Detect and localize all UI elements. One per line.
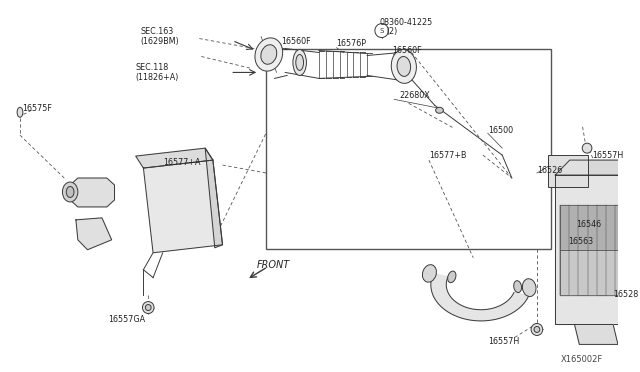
- Ellipse shape: [261, 45, 276, 64]
- Ellipse shape: [296, 54, 303, 70]
- Text: 16576P: 16576P: [336, 39, 366, 48]
- Text: 16500: 16500: [488, 126, 513, 135]
- Text: 16577+A: 16577+A: [163, 158, 200, 167]
- Text: 22680X: 22680X: [399, 91, 429, 100]
- Ellipse shape: [255, 38, 283, 71]
- Ellipse shape: [67, 186, 74, 198]
- Text: 16528: 16528: [613, 290, 638, 299]
- Polygon shape: [624, 205, 634, 295]
- Text: X165002F: X165002F: [561, 355, 604, 364]
- Text: 16577+B: 16577+B: [429, 151, 467, 160]
- Ellipse shape: [391, 49, 417, 83]
- Bar: [266, 49, 551, 249]
- Text: 16546: 16546: [577, 220, 602, 230]
- Bar: [560, 250, 640, 295]
- Polygon shape: [560, 205, 569, 295]
- Text: 16557H: 16557H: [488, 337, 519, 346]
- Text: 16560F: 16560F: [282, 37, 311, 46]
- Text: FRONT: FRONT: [256, 260, 289, 270]
- Ellipse shape: [422, 264, 436, 282]
- Text: (2): (2): [387, 27, 397, 36]
- Ellipse shape: [531, 324, 543, 336]
- Text: 16557H: 16557H: [592, 151, 623, 160]
- Ellipse shape: [17, 107, 23, 117]
- Ellipse shape: [582, 143, 592, 153]
- Ellipse shape: [293, 49, 307, 76]
- Text: S: S: [380, 28, 384, 33]
- Ellipse shape: [397, 57, 411, 76]
- Bar: [548, 155, 588, 187]
- Polygon shape: [634, 205, 640, 295]
- Ellipse shape: [534, 327, 540, 333]
- Polygon shape: [575, 324, 618, 344]
- Text: 16526: 16526: [537, 166, 562, 174]
- Polygon shape: [556, 175, 640, 324]
- Ellipse shape: [145, 305, 151, 311]
- Text: SEC.163
(1629BM): SEC.163 (1629BM): [141, 27, 179, 46]
- Polygon shape: [143, 160, 223, 253]
- Ellipse shape: [63, 182, 78, 202]
- Ellipse shape: [514, 281, 522, 292]
- Polygon shape: [606, 205, 615, 295]
- Text: 16575F: 16575F: [22, 104, 52, 113]
- Polygon shape: [588, 205, 596, 295]
- Polygon shape: [431, 273, 529, 321]
- Bar: [560, 205, 640, 250]
- Polygon shape: [205, 148, 223, 248]
- Polygon shape: [556, 160, 640, 175]
- Polygon shape: [560, 205, 640, 295]
- Text: 08360-41225: 08360-41225: [380, 18, 433, 27]
- Ellipse shape: [436, 107, 444, 113]
- Ellipse shape: [143, 302, 154, 314]
- Ellipse shape: [448, 271, 456, 283]
- Ellipse shape: [375, 23, 388, 38]
- Polygon shape: [596, 205, 606, 295]
- Polygon shape: [615, 205, 624, 295]
- Polygon shape: [136, 148, 213, 168]
- Polygon shape: [569, 205, 579, 295]
- Ellipse shape: [522, 279, 536, 296]
- Polygon shape: [579, 205, 588, 295]
- Text: SEC.118
(11826+A): SEC.118 (11826+A): [136, 63, 179, 82]
- Polygon shape: [70, 178, 115, 207]
- Polygon shape: [76, 218, 111, 250]
- Text: 16560F: 16560F: [392, 46, 422, 55]
- Text: 16557GA: 16557GA: [108, 315, 145, 324]
- Text: 16563: 16563: [568, 237, 593, 246]
